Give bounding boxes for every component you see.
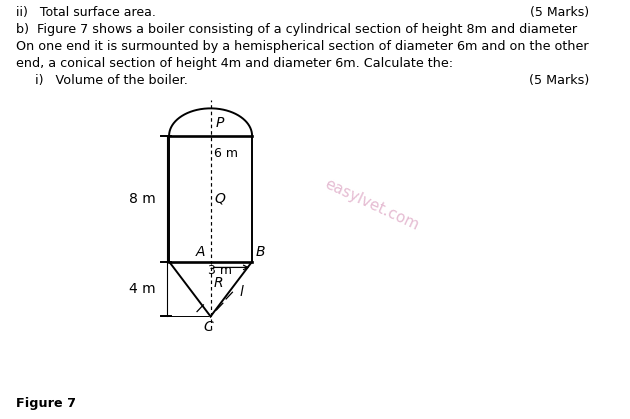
Text: B: B	[256, 245, 265, 259]
Text: (5 Marks): (5 Marks)	[530, 6, 589, 19]
Text: i)   Volume of the boiler.: i) Volume of the boiler.	[35, 74, 188, 87]
Text: C: C	[203, 320, 214, 334]
Text: end, a conical section of height 4m and diameter 6m. Calculate the:: end, a conical section of height 4m and …	[16, 57, 453, 70]
Text: easylvet.com: easylvet.com	[322, 177, 421, 233]
Text: 6 m: 6 m	[214, 147, 239, 160]
Text: 4 m: 4 m	[129, 282, 156, 296]
Text: Q: Q	[214, 191, 226, 206]
Text: R: R	[214, 276, 224, 290]
Text: (5 Marks): (5 Marks)	[529, 74, 589, 87]
Text: l: l	[239, 285, 244, 299]
Text: ii)   Total surface area.: ii) Total surface area.	[16, 6, 156, 19]
Text: On one end it is surmounted by a hemispherical section of diameter 6m and on the: On one end it is surmounted by a hemisph…	[16, 40, 588, 53]
Text: b)  Figure 7 shows a boiler consisting of a cylindrical section of height 8m and: b) Figure 7 shows a boiler consisting of…	[16, 23, 577, 36]
Text: P: P	[215, 116, 224, 130]
Text: 8 m: 8 m	[129, 191, 156, 206]
Text: Figure 7: Figure 7	[16, 397, 76, 410]
Text: A: A	[196, 245, 205, 259]
Text: 3 m: 3 m	[209, 264, 232, 277]
